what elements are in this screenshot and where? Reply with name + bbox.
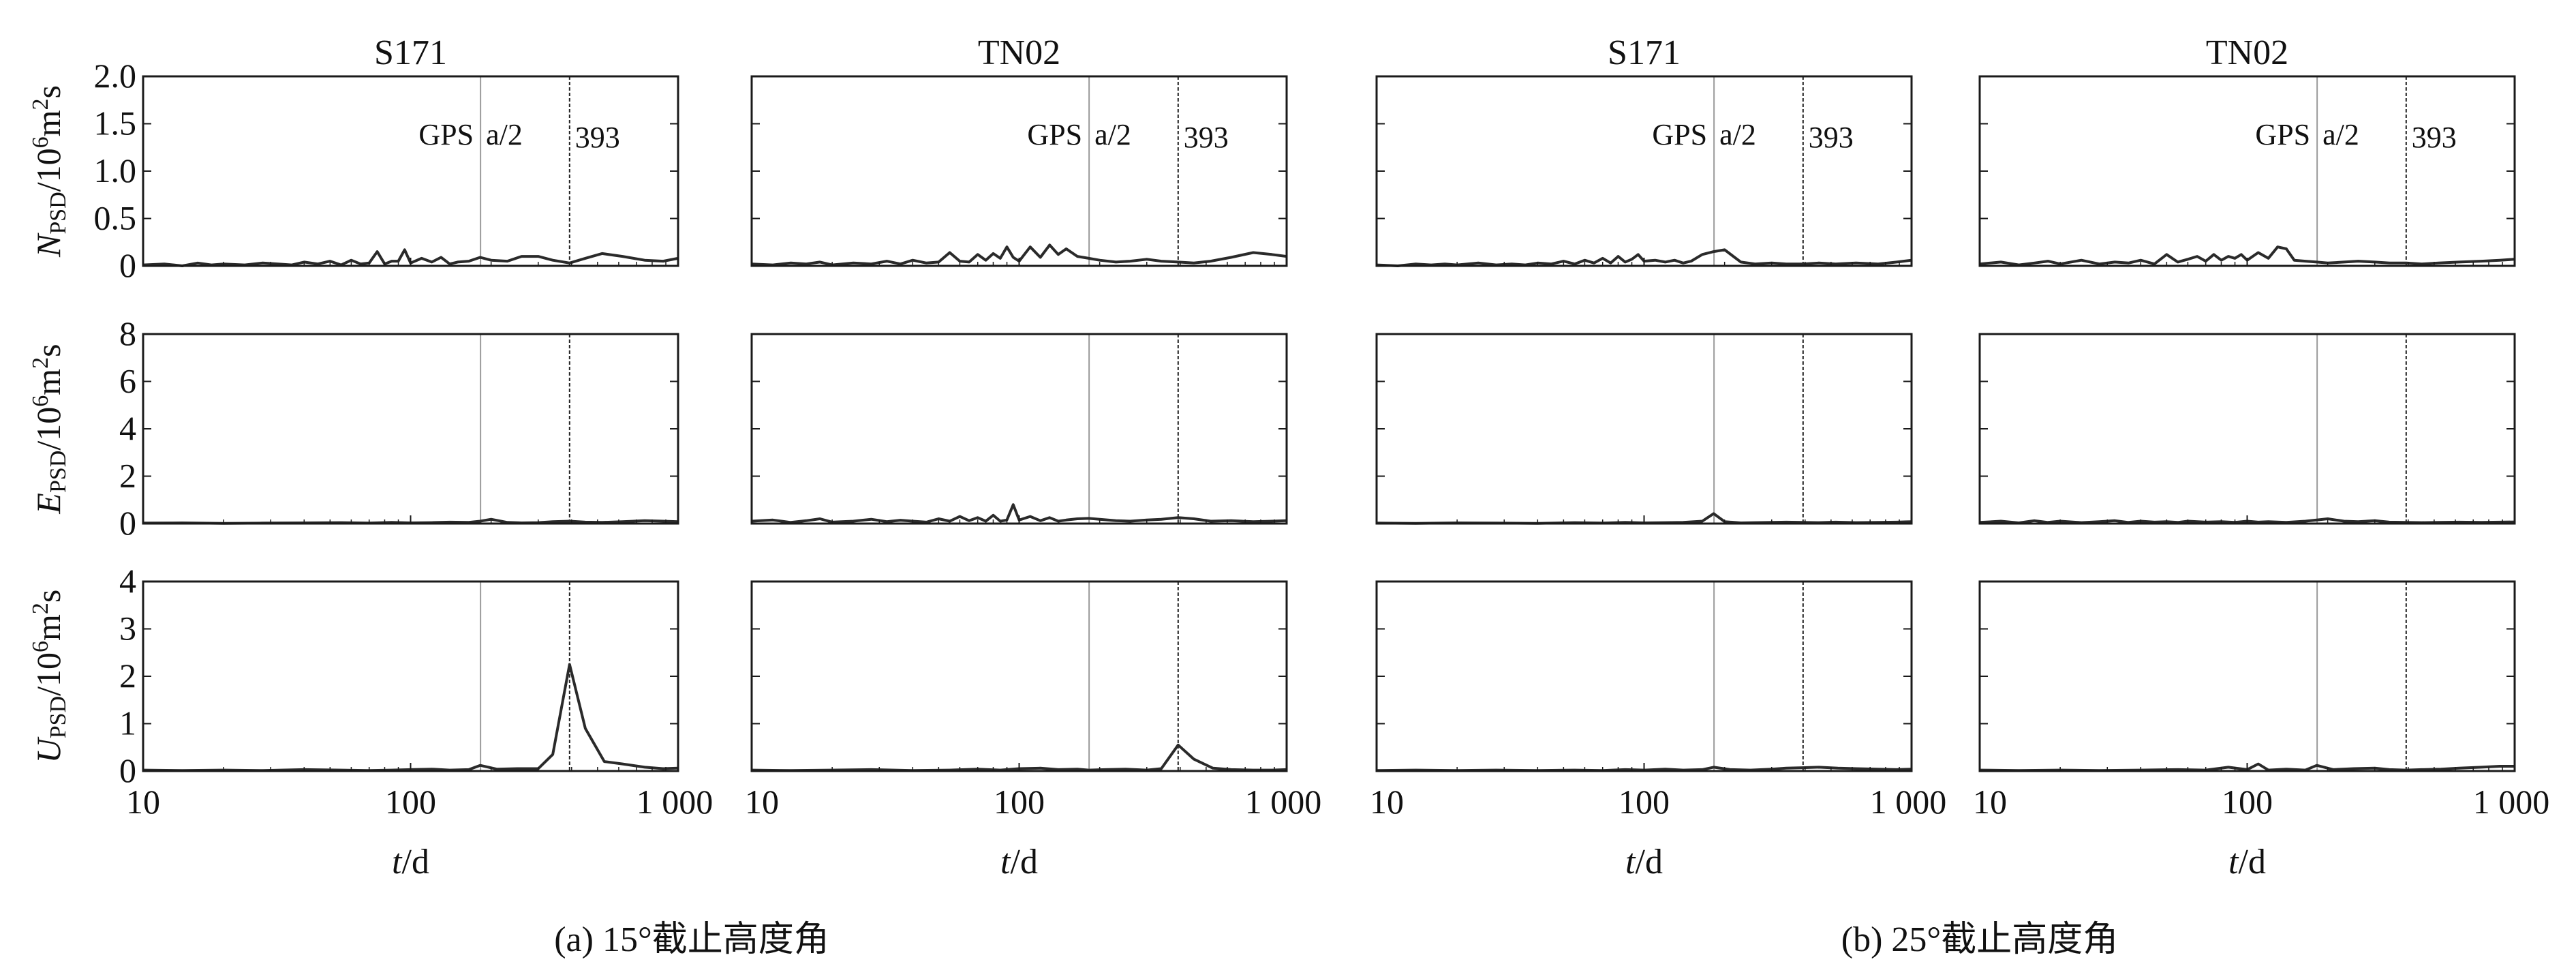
- panel-b-s171-e: [1375, 333, 1913, 525]
- x-tick-label: 10: [1973, 783, 2007, 821]
- psd-series-line: [751, 503, 1287, 524]
- panel-a-tn02-n: GPS a/2 393 TN02: [750, 33, 1288, 267]
- station-title: S171: [1608, 33, 1681, 72]
- x-axis-title: t/d: [1000, 843, 1038, 881]
- plot-frame: [1978, 75, 2516, 267]
- gps-label: GPS: [1652, 118, 1707, 151]
- x-tick-label: 1 000: [1870, 783, 1947, 821]
- psd-series-line: [142, 248, 679, 267]
- half-year-label: a/2: [486, 118, 523, 151]
- psd-series-line: [1979, 517, 2515, 524]
- y-tick-label: 4: [119, 562, 136, 600]
- caption-b: (b) 25°截止高度角: [1841, 920, 2118, 959]
- half-year-label: a/2: [1094, 118, 1131, 151]
- x-tick-label: 100: [994, 783, 1045, 821]
- panel-a-s171-u: 10 100 1 000 t/d 0 1 2 3 4 UPSD/106m2s: [28, 562, 713, 881]
- period-label: 393: [575, 121, 620, 154]
- y-tick-label: 2: [119, 656, 136, 695]
- psd-series-line: [1376, 248, 1912, 267]
- plot-frame: [142, 580, 679, 772]
- x-tick-label: 100: [385, 783, 436, 821]
- period-label: 393: [1809, 121, 1854, 154]
- x-tick-label: 10: [745, 783, 779, 821]
- panel-b-tn02-u: 10 100 1 000 t/d: [1973, 580, 2550, 881]
- psd-series-line: [751, 243, 1287, 267]
- plot-frame: [750, 333, 1288, 525]
- panel-b-tn02-n: GPS a/2 393 TN02: [1978, 33, 2516, 267]
- x-axis-title: t/d: [1625, 843, 1663, 881]
- y-axis-title: NPSD/106m2s: [28, 85, 71, 258]
- y-tick-label: 6: [119, 362, 136, 400]
- plot-frame: [1375, 333, 1913, 525]
- psd-series-line: [1979, 245, 2515, 267]
- caption-a: (a) 15°截止高度角: [554, 920, 829, 959]
- y-tick-label: 8: [119, 314, 136, 352]
- plot-frame: [750, 580, 1288, 772]
- gps-label: GPS: [2255, 118, 2310, 151]
- panel-b-s171-u: 10 100 1 000 t/d: [1370, 580, 1947, 881]
- panel-a-tn02-e: [750, 333, 1288, 525]
- x-tick-label: 1 000: [2473, 783, 2550, 821]
- plot-frame: [142, 75, 679, 267]
- plot-frame: [1375, 75, 1913, 267]
- gps-label: GPS: [1027, 118, 1082, 151]
- y-tick-label: 1.5: [94, 104, 137, 142]
- panel-grid: GPS a/2 393S17100.51.01.52.0NPSD/106m2sGPS…: [28, 33, 2549, 881]
- x-tick-label: 100: [1619, 783, 1670, 821]
- x-tick-label: 100: [2222, 783, 2273, 821]
- plot-frame: [1978, 580, 2516, 772]
- panel-a-s171-n: GPS a/2 393 S171 0 0.5 1.0 1.5 2.0 NPSD/106m2s: [28, 33, 679, 284]
- psd-series-line: [142, 663, 679, 772]
- gps-label: GPS: [418, 118, 474, 151]
- station-title: TN02: [978, 33, 1060, 72]
- y-tick-label: 1.0: [94, 151, 137, 190]
- panel-a-tn02-u: 10 100 1 000 t/d: [745, 580, 1322, 881]
- period-label: 393: [2412, 121, 2457, 154]
- panel-b-tn02-e: [1978, 333, 2516, 525]
- y-tick-label: 4: [119, 409, 136, 447]
- y-tick-label: 0: [119, 751, 136, 789]
- half-year-label: a/2: [2322, 118, 2359, 151]
- x-axis-title: t/d: [392, 843, 429, 881]
- y-axis-title: EPSD/106m2s: [28, 344, 71, 514]
- period-label: 393: [1184, 121, 1229, 154]
- station-title: TN02: [2206, 33, 2288, 72]
- plot-frame: [1375, 580, 1913, 772]
- x-tick-label: 1 000: [1245, 783, 1322, 821]
- plot-frame: [750, 75, 1288, 267]
- station-title: S171: [374, 33, 447, 72]
- y-tick-label: 2.0: [94, 57, 137, 95]
- y-tick-label: 2: [119, 457, 136, 495]
- y-tick-label: 3: [119, 609, 136, 648]
- x-tick-label: 1 000: [637, 783, 714, 821]
- plot-frame: [142, 333, 679, 525]
- y-tick-label: 0: [119, 504, 136, 542]
- x-axis-title: t/d: [2228, 843, 2266, 881]
- y-tick-label: 0: [119, 246, 136, 284]
- y-tick-label: 0.5: [94, 199, 137, 237]
- x-tick-label: 10: [1370, 783, 1404, 821]
- y-tick-label: 1: [119, 704, 136, 742]
- y-axis-title: UPSD/106m2s: [28, 590, 71, 764]
- half-year-label: a/2: [1719, 118, 1756, 151]
- x-tick-label: 10: [126, 783, 160, 821]
- plot-frame: [1978, 333, 2516, 525]
- panel-b-s171-n: GPS a/2 393 S171: [1375, 33, 1913, 267]
- panel-a-s171-e: 0 2 4 6 8 EPSD/106m2s: [28, 314, 679, 542]
